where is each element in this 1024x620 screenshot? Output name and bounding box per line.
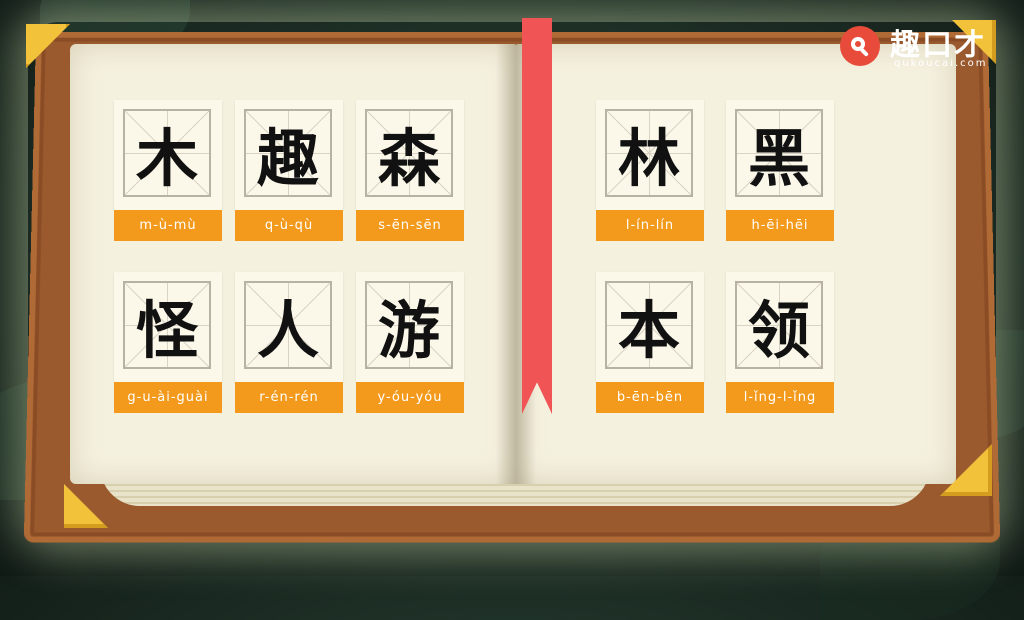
tianzige-grid — [605, 109, 693, 197]
tianzige-grid — [365, 109, 453, 197]
pinyin-label: y-óu-yóu — [356, 382, 464, 413]
tianzige-grid — [123, 281, 211, 369]
pinyin-label: b-ēn-bēn — [596, 382, 704, 413]
hanzi-character: 游 — [377, 294, 440, 367]
hanzi-character: 林 — [617, 122, 680, 195]
character-card-you[interactable]: 游 y-óu-yóu — [356, 272, 464, 416]
tianzige-grid — [244, 109, 332, 197]
hanzi-character: 怪 — [135, 294, 198, 367]
brand-name: 趣口才 — [890, 28, 986, 63]
hanzi-character: 木 — [135, 122, 198, 195]
pinyin-label: s-ēn-sēn — [356, 210, 464, 241]
hanzi-character: 黑 — [747, 122, 810, 195]
microphone-icon — [840, 26, 880, 66]
tianzige-grid — [244, 281, 332, 369]
hanzi-character: 人 — [256, 294, 319, 367]
pinyin-label: m-ù-mù — [114, 210, 222, 241]
pinyin-label: l-ǐng-l-ǐng — [726, 382, 834, 413]
character-card-hei[interactable]: 黑 h-ēi-hēi — [726, 100, 834, 244]
hanzi-character: 趣 — [256, 122, 319, 195]
pinyin-label: l-ín-lín — [596, 210, 704, 241]
hanzi-character: 森 — [377, 122, 440, 195]
character-card-ben[interactable]: 本 b-ēn-bēn — [596, 272, 704, 416]
tianzige-grid — [605, 281, 693, 369]
pinyin-label: r-én-rén — [235, 382, 343, 413]
pinyin-label: q-ù-qù — [235, 210, 343, 241]
hanzi-character: 本 — [617, 294, 680, 367]
tianzige-grid — [123, 109, 211, 197]
pinyin-label: g-u-ài-guài — [114, 382, 222, 413]
character-card-sen[interactable]: 森 s-ēn-sēn — [356, 100, 464, 244]
bookmark-ribbon — [522, 18, 552, 414]
pinyin-label: h-ēi-hēi — [726, 210, 834, 241]
character-card-ren[interactable]: 人 r-én-rén — [235, 272, 343, 416]
character-card-mu[interactable]: 木 m-ù-mù — [114, 100, 222, 244]
brand-logo: 趣口才 qukoucai.com — [838, 20, 1008, 72]
character-card-lin[interactable]: 林 l-ín-lín — [596, 100, 704, 244]
tianzige-grid — [365, 281, 453, 369]
tianzige-grid — [735, 281, 823, 369]
character-card-qu[interactable]: 趣 q-ù-qù — [235, 100, 343, 244]
brand-url: qukoucai.com — [894, 58, 988, 69]
hanzi-character: 领 — [747, 294, 810, 367]
character-card-ling[interactable]: 领 l-ǐng-l-ǐng — [726, 272, 834, 416]
tianzige-grid — [735, 109, 823, 197]
character-card-guai[interactable]: 怪 g-u-ài-guài — [114, 272, 222, 416]
